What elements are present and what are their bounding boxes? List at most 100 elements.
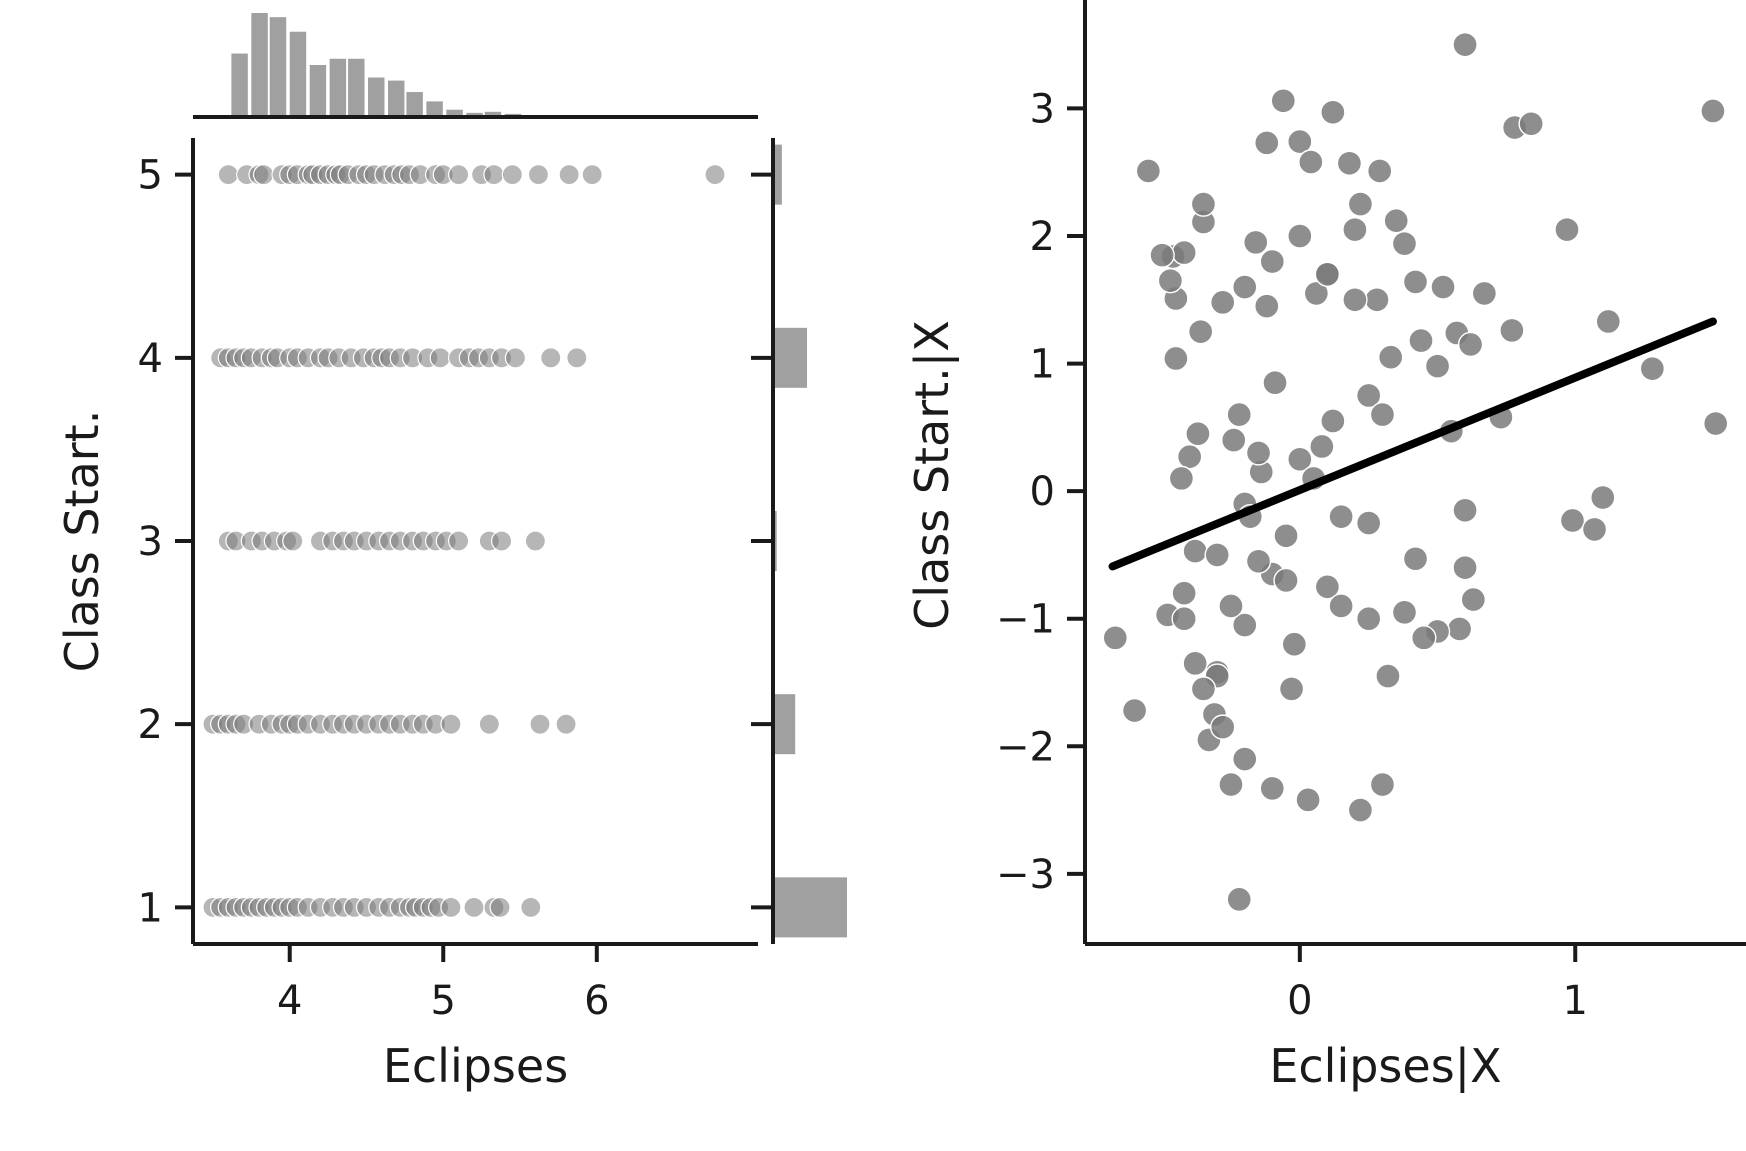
joint-scatter-point — [704, 164, 726, 186]
partial-regression-point — [1270, 88, 1297, 114]
regression-fit-line — [1108, 317, 1717, 571]
partial-regression-point — [1245, 548, 1272, 574]
partial-y-tick-label: −3 — [996, 852, 1055, 898]
partial-regression-point — [1295, 787, 1321, 813]
partial-regression-point — [1298, 149, 1324, 175]
partial-regression-point — [1347, 191, 1374, 217]
partial-regression-point — [1703, 410, 1729, 437]
partial-y-tick-label: 3 — [1030, 86, 1055, 132]
partial-regression-point — [1309, 433, 1335, 460]
right-histogram-bars — [773, 144, 847, 938]
partial-regression-point — [1355, 606, 1382, 632]
top-histogram-bar — [309, 65, 327, 117]
top-histogram-bar — [251, 13, 268, 117]
top-histogram-bar — [466, 112, 483, 117]
partial-regression-point — [1281, 631, 1308, 657]
partial-regression-point — [1518, 111, 1544, 137]
partial-regression-point — [1320, 408, 1346, 434]
partial-x-tick-label: 1 — [1563, 978, 1588, 1024]
joint-scatter-point — [555, 713, 577, 735]
right-histogram-bar — [773, 144, 782, 205]
partial-regression-point — [1314, 261, 1341, 287]
partial-regression-point — [1383, 207, 1409, 234]
partial-regression-point — [1342, 216, 1368, 243]
top-histogram-bar — [231, 53, 248, 117]
joint-scatter-point — [463, 896, 485, 918]
joint-y-axis-label: Class Start. — [55, 410, 109, 673]
partial-regression-point — [1259, 248, 1285, 275]
right-histogram-ticks — [751, 172, 773, 910]
partial-regression-point — [1102, 625, 1128, 651]
partial-regression-point — [1187, 318, 1214, 345]
partial-regression-point — [1366, 158, 1393, 184]
partial-regression-point — [1210, 289, 1236, 316]
top-histogram-bar — [289, 31, 307, 117]
partial-regression-point — [1402, 546, 1429, 572]
top-histogram-bar — [484, 111, 502, 117]
partial-regression-point — [1171, 580, 1197, 606]
joint-scatter-point — [440, 896, 462, 918]
partial-regression-point — [1314, 574, 1341, 600]
partial-regression-point — [1369, 771, 1396, 798]
joint-scatter-point — [581, 164, 603, 186]
partial-regression-point — [1190, 191, 1217, 217]
partial-regression-point — [1273, 523, 1299, 549]
partial-regression-point — [1375, 663, 1401, 689]
partial-regression-point — [1287, 128, 1313, 155]
partial-regression-point — [1218, 771, 1244, 798]
partial-regression-point — [1446, 616, 1473, 642]
partial-y-axis-label: Class Start.|X — [905, 320, 960, 630]
partial-regression-point — [1303, 280, 1330, 307]
top-histogram-bar — [368, 77, 385, 117]
top-histogram-bar — [406, 92, 423, 117]
partial-y-ticks: −3 −2 −1 0 1 2 3 — [996, 86, 1085, 898]
partial-regression-point — [1218, 593, 1244, 619]
partial-regression-point — [1182, 650, 1208, 677]
partial-regression-point — [1408, 327, 1434, 354]
right-marginal-histogram — [751, 138, 847, 944]
joint-scatter-point — [529, 713, 551, 735]
joint-scatter-point — [527, 164, 550, 186]
joint-scatter-point — [558, 164, 580, 186]
joint-x-axis-label: Eclipses — [383, 1039, 568, 1093]
partial-regression-point — [1452, 497, 1478, 523]
top-histogram-bar — [387, 80, 405, 117]
partial-regression-point — [1171, 606, 1197, 632]
joint-scatter-points — [202, 164, 726, 918]
partial-regression-point — [1700, 98, 1726, 124]
joint-y-tick-label: 1 — [138, 885, 163, 931]
partial-regression-point — [1471, 280, 1498, 307]
right-histogram-bar — [773, 327, 808, 388]
partial-regression-point — [1254, 130, 1280, 156]
partial-regression-point — [1355, 382, 1382, 409]
joint-scatter-point — [483, 164, 505, 186]
partial-regression-point — [1391, 599, 1418, 626]
top-marginal-histogram — [193, 13, 758, 119]
top-histogram-bar — [426, 101, 443, 117]
partial-regression-point — [1411, 625, 1437, 651]
partial-regression-point — [1424, 353, 1451, 379]
partial-regression-point — [1157, 267, 1184, 294]
joint-scatter-point — [520, 896, 542, 918]
joint-y-tick-label: 5 — [138, 153, 163, 199]
partial-regression-point — [1320, 99, 1346, 125]
joint-y-tick-label: 4 — [138, 336, 163, 382]
partial-regression-point — [1328, 503, 1354, 530]
joint-x-tick-label: 5 — [431, 978, 456, 1024]
partial-regression-point — [1328, 593, 1354, 619]
joint-scatter-point — [524, 530, 546, 552]
joint-y-ticks: 1 2 3 4 5 — [138, 153, 193, 931]
partial-regression-point — [1273, 567, 1299, 594]
joint-scatter-point — [448, 530, 470, 552]
joint-scatter-point — [491, 530, 513, 552]
partial-regression-point — [1168, 465, 1195, 492]
partial-regression-point — [1163, 345, 1189, 372]
partial-regression-point — [1355, 510, 1382, 536]
partial-regression-point — [1287, 223, 1313, 249]
partial-regression-point — [1457, 331, 1484, 358]
joint-x-tick-label: 6 — [584, 978, 609, 1024]
partial-regression-point — [1499, 317, 1525, 344]
joint-scatter-point — [504, 347, 527, 369]
